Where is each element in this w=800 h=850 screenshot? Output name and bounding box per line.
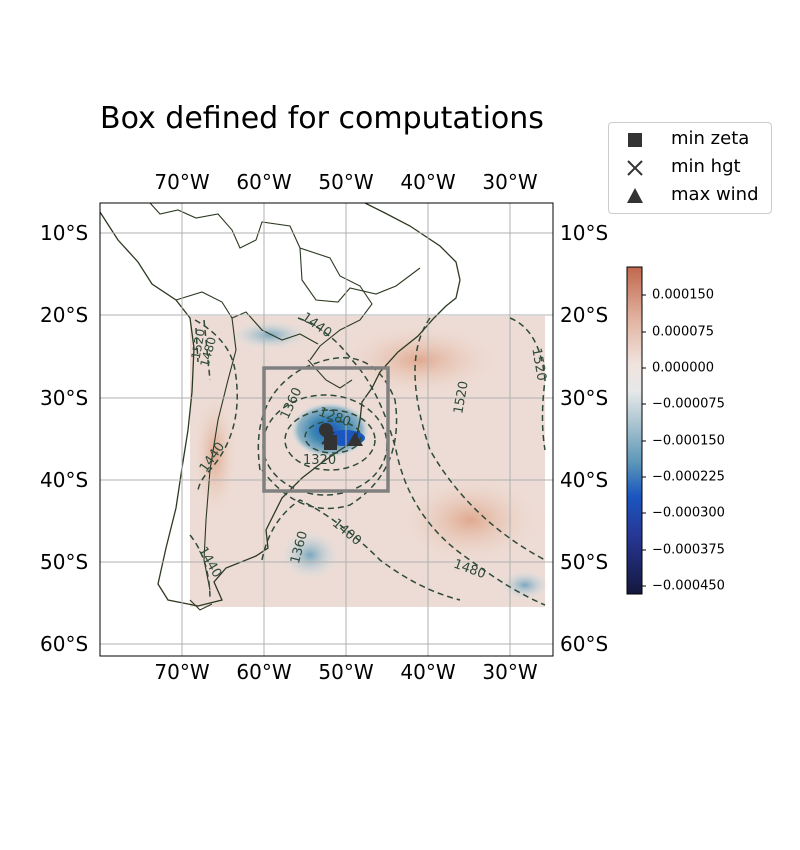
legend-label: max wind xyxy=(671,184,759,205)
graticule xyxy=(100,203,553,656)
lat-tick-right: 20°S xyxy=(560,303,609,327)
legend-entry-max-wind: max wind xyxy=(609,183,769,209)
triangle-marker-icon xyxy=(627,188,643,203)
square-marker-icon xyxy=(628,133,642,147)
colorbar-tick: −0.000450 xyxy=(652,578,725,594)
lon-tick-top: 70°W xyxy=(154,170,210,194)
map-frame xyxy=(99,202,554,657)
marker-min-hgt xyxy=(321,431,335,445)
lon-tick-bottom: 30°W xyxy=(482,660,538,684)
lon-tick-bottom: 40°W xyxy=(400,660,456,684)
lat-tick-left: 10°S xyxy=(40,221,89,245)
colorbar xyxy=(626,266,646,595)
legend-entry-min-zeta: min zeta xyxy=(609,127,769,153)
figure-title: Box defined for computations xyxy=(100,101,544,136)
marker-max-wind xyxy=(347,432,363,446)
legend-entry-min-hgt: min hgt xyxy=(609,155,769,181)
colorbar-tick: 0.000000 xyxy=(652,360,715,376)
lat-tick-left: 50°S xyxy=(40,550,89,574)
lat-tick-right: 10°S xyxy=(560,221,609,245)
lat-tick-right: 50°S xyxy=(560,550,609,574)
lon-tick-bottom: 70°W xyxy=(154,660,210,684)
lat-tick-left: 40°S xyxy=(40,468,89,492)
lon-tick-top: 30°W xyxy=(482,170,538,194)
lat-tick-right: 60°S xyxy=(560,632,609,656)
contour-label: 1320 xyxy=(303,453,337,468)
legend: min zeta min hgt max wind xyxy=(608,122,772,214)
colorbar-tick: −0.000375 xyxy=(652,542,725,558)
lat-tick-left: 30°S xyxy=(40,386,89,410)
colorbar-tick: 0.000150 xyxy=(652,287,715,303)
lon-tick-top: 40°W xyxy=(400,170,456,194)
lat-tick-right: 40°S xyxy=(560,468,609,492)
colorbar-tick: −0.000075 xyxy=(652,396,725,412)
lon-tick-bottom: 60°W xyxy=(236,660,292,684)
coastline xyxy=(100,203,461,607)
colorbar-tick: 0.000075 xyxy=(652,324,715,340)
colorbar-tick: −0.000300 xyxy=(652,505,725,521)
lat-tick-left: 60°S xyxy=(40,632,89,656)
colorbar-tick: −0.000150 xyxy=(652,433,725,449)
legend-label: min hgt xyxy=(671,156,741,177)
lon-tick-top: 50°W xyxy=(318,170,374,194)
x-marker-icon xyxy=(627,160,643,176)
lat-tick-left: 20°S xyxy=(40,303,89,327)
lon-tick-bottom: 50°W xyxy=(318,660,374,684)
lon-tick-top: 60°W xyxy=(236,170,292,194)
legend-label: min zeta xyxy=(671,128,750,149)
colorbar-tick: −0.000225 xyxy=(652,469,725,485)
lat-tick-right: 30°S xyxy=(560,386,609,410)
computation-box xyxy=(262,366,390,493)
